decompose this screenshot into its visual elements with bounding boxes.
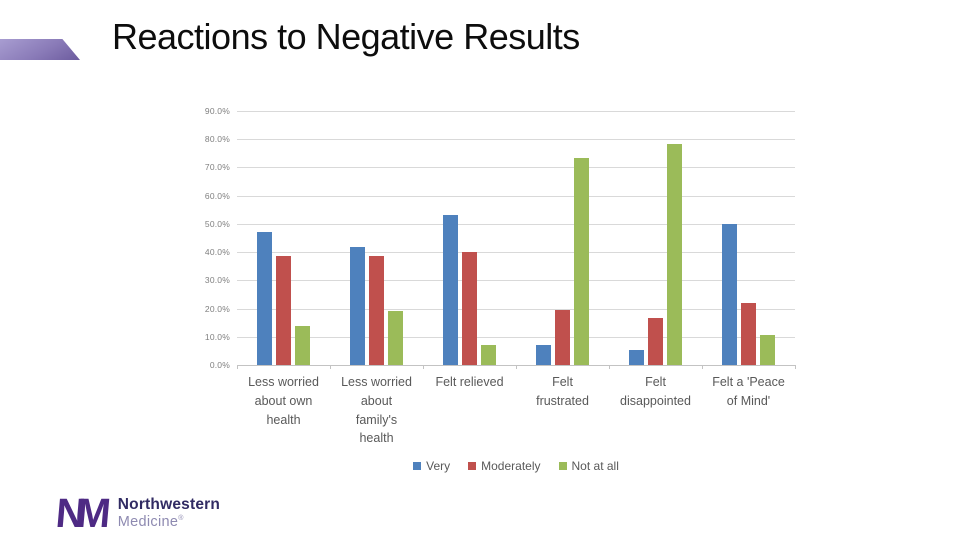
y-axis-tick-label: 10.0% <box>204 331 230 342</box>
x-axis-tick-mark <box>795 365 796 369</box>
legend-item-very: Very <box>413 459 450 473</box>
y-axis-tick-label: 40.0% <box>204 247 230 258</box>
x-axis-tick-mark <box>423 365 424 369</box>
gridline <box>237 111 795 112</box>
x-axis-tick-mark <box>516 365 517 369</box>
y-axis-tick-label: 20.0% <box>204 303 230 314</box>
logo-division-text: Medicine <box>117 514 179 531</box>
logo-wordmark: Northwestern Medicine® <box>118 496 220 530</box>
legend-item-moderately: Moderately <box>468 459 541 473</box>
x-axis-category-label: Less worried about family's health <box>341 375 412 446</box>
bar-moderately-4 <box>648 318 663 365</box>
legend-item-not-at-all: Not at all <box>558 459 619 473</box>
bar-group <box>702 111 795 365</box>
gridline <box>237 308 795 310</box>
slide-title: Reactions to Negative Results <box>112 16 580 57</box>
x-axis-labels: Less worried about own health Less worrie… <box>237 373 795 448</box>
y-axis-tick-label: 90.0% <box>204 106 230 116</box>
chart-legend: Very Moderately Not at all <box>237 459 795 473</box>
legend-swatch-icon <box>413 462 422 470</box>
bar-moderately-3 <box>555 310 570 365</box>
y-axis-tick-label: 70.0% <box>204 162 230 173</box>
bar-moderately-0 <box>276 256 291 365</box>
bar-not-at-all-2 <box>481 345 496 365</box>
plot-area <box>237 111 795 365</box>
x-axis-category-label: Felt frustrated <box>536 375 589 408</box>
y-axis-tick-label: 60.0% <box>204 190 230 201</box>
gridline <box>237 167 795 169</box>
bar-moderately-5 <box>741 302 756 365</box>
bar-not-at-all-0 <box>295 325 310 365</box>
y-axis-tick-label: 30.0% <box>204 275 230 286</box>
x-axis-tick-mark <box>609 365 610 369</box>
legend-label: Moderately <box>481 459 541 473</box>
bar-not-at-all-4 <box>667 143 682 365</box>
gridline <box>237 280 795 282</box>
bar-very-1 <box>350 246 365 365</box>
bar-moderately-2 <box>462 252 477 365</box>
x-axis-category-label: Less worried about own health <box>248 375 319 427</box>
x-axis-category-label: Felt disappointed <box>620 375 691 408</box>
bar-very-4 <box>629 349 644 365</box>
y-axis-tick-label: 0.0% <box>209 360 230 370</box>
legend-label: Very <box>426 459 451 473</box>
bar-group <box>423 111 516 365</box>
bar-group <box>609 111 702 365</box>
legend-swatch-icon <box>558 462 567 470</box>
legend-swatch-icon <box>468 462 477 470</box>
gridline <box>237 139 795 141</box>
bar-not-at-all-3 <box>574 157 589 365</box>
x-axis-tick-mark <box>702 365 703 369</box>
bar-not-at-all-5 <box>760 335 775 365</box>
legend-label: Not at all <box>571 459 619 473</box>
bar-very-2 <box>443 215 458 365</box>
bar-group <box>237 111 330 365</box>
logo-name: Northwestern <box>117 496 221 514</box>
bar-not-at-all-1 <box>388 311 403 365</box>
logo-division: Medicine® <box>118 514 220 530</box>
gridline <box>237 252 795 254</box>
bar-group <box>516 111 609 365</box>
gridline <box>237 223 795 225</box>
nm-monogram-icon: NM <box>54 490 104 536</box>
footer-logo: NM Northwestern Medicine® <box>54 490 220 536</box>
registered-mark: ® <box>178 515 184 523</box>
accent-ribbon <box>0 39 80 60</box>
bar-very-0 <box>257 232 272 365</box>
bar-very-5 <box>722 223 737 365</box>
bar-group <box>330 111 423 365</box>
gridline <box>237 336 795 338</box>
bar-moderately-1 <box>369 256 384 365</box>
gridline <box>237 195 795 197</box>
x-axis-tick-mark <box>330 365 331 369</box>
bar-very-3 <box>536 345 551 365</box>
y-axis-tick-label: 80.0% <box>204 134 230 145</box>
x-axis-category-label: Felt relieved <box>435 375 504 389</box>
y-axis-tick-label: 50.0% <box>204 218 230 229</box>
x-axis-tick-mark <box>237 365 238 369</box>
x-axis-category-label: Felt a 'Peace of Mind' <box>712 375 785 408</box>
